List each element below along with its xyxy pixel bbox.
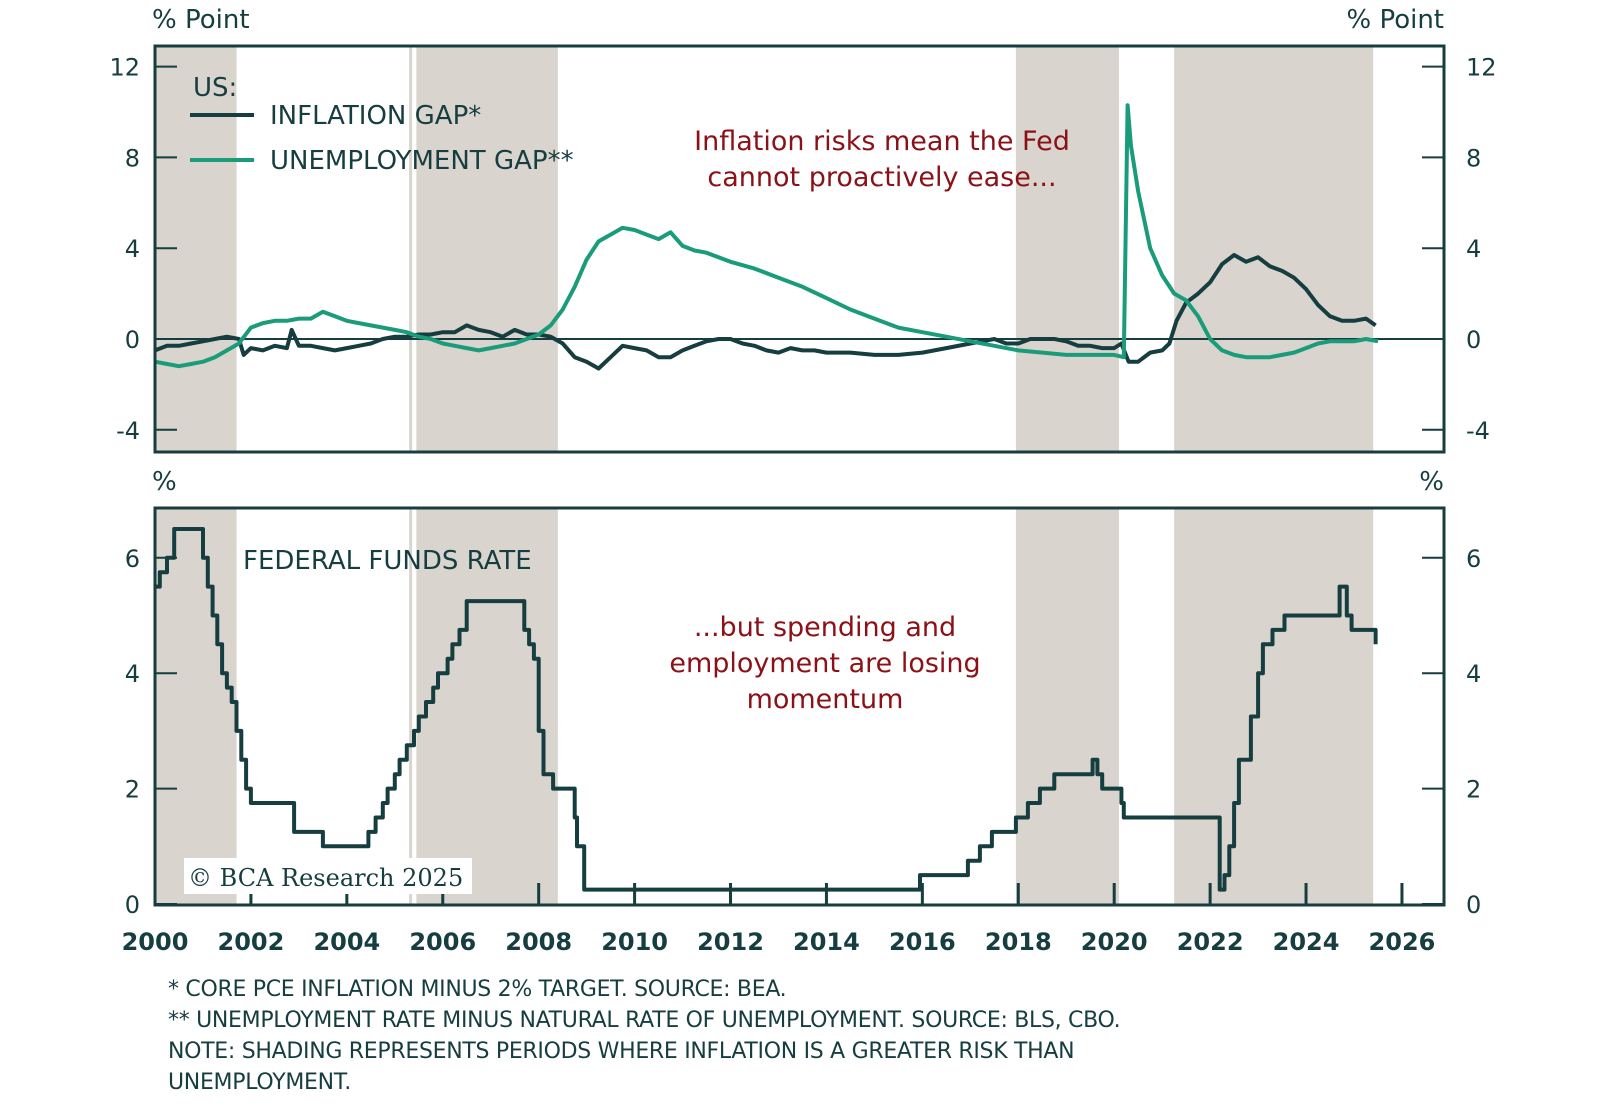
y-tick-label-right: 8 xyxy=(1466,144,1481,172)
y-tick-label-right: 4 xyxy=(1466,235,1481,263)
x-tick-label: 2010 xyxy=(601,928,668,956)
bottom-annotation-line-2: employment are losing xyxy=(669,648,980,679)
top-y-ticks: -4 -4 0 0 4 4 8 8 12 12 xyxy=(109,54,1496,445)
shading-band-3 xyxy=(1174,508,1374,905)
shading-band-0 xyxy=(155,508,237,905)
top-annotation-line-2: cannot proactively ease... xyxy=(707,162,1056,193)
y-tick-label-right: 0 xyxy=(1466,891,1481,919)
y-tick-label-left: 0 xyxy=(125,326,140,354)
bottom-plot-frame xyxy=(153,506,1446,907)
y-tick-label-left: 12 xyxy=(109,54,140,82)
y-tick-label-right: 4 xyxy=(1466,660,1481,688)
x-tick-label: 2026 xyxy=(1369,928,1436,956)
series-line-ffr xyxy=(155,527,1378,892)
bottom-shading-group xyxy=(155,508,1374,905)
x-tick-label: 2008 xyxy=(505,928,572,956)
footnote-shading-note: NOTE: SHADING REPRESENTS PERIODS WHERE I… xyxy=(168,1039,1075,1064)
top-panel: -4 -4 0 0 4 4 8 8 12 12 % Point % Point US: INFLA… xyxy=(109,5,1497,454)
x-tick-label: 2024 xyxy=(1273,928,1340,956)
legend-label-inflation: INFLATION GAP* xyxy=(270,101,481,131)
bottom-right-axis-unit: % xyxy=(1419,467,1444,497)
y-tick-label-left: 8 xyxy=(125,144,140,172)
x-tick-label: 2016 xyxy=(889,928,956,956)
y-tick-label-right: 2 xyxy=(1466,776,1481,804)
x-ticks: 2000 2002 2004 2006 2008 2010 2012 2014 2016 2018… xyxy=(122,883,1436,956)
bottom-series-group xyxy=(155,527,1378,892)
x-tick-label: 2018 xyxy=(985,928,1052,956)
top-annotation-line-1: Inflation risks mean the Fed xyxy=(694,126,1070,157)
copyright-text: © BCA Research 2025 xyxy=(188,864,463,892)
y-tick-label-left: 0 xyxy=(125,891,140,919)
bottom-panel: 0 0 2 2 4 4 6 6 2000 2002 2004 2006 2008 2010 2012 201… xyxy=(122,467,1482,956)
footnote-unemployment: ** UNEMPLOYMENT RATE MINUS NATURAL RATE … xyxy=(168,1008,1121,1033)
y-tick-label-left: 4 xyxy=(125,235,140,263)
x-tick-label: 2000 xyxy=(122,928,189,956)
shading-band-3 xyxy=(1174,46,1374,452)
footnote-inflation: * CORE PCE INFLATION MINUS 2% TARGET. SO… xyxy=(168,977,787,1002)
series-line-unemployment xyxy=(154,103,1379,369)
shading-band-1 xyxy=(416,508,558,905)
y-tick-label-right: 6 xyxy=(1466,545,1481,573)
y-tick-label-right: -4 xyxy=(1466,417,1490,445)
top-right-axis-unit: % Point xyxy=(1346,5,1444,35)
bottom-annotation-line-1: ...but spending and xyxy=(694,612,956,643)
x-tick-label: 2004 xyxy=(313,928,380,956)
y-tick-label-left: 2 xyxy=(125,776,140,804)
x-tick-label: 2002 xyxy=(218,928,285,956)
legend-title: US: xyxy=(193,73,237,103)
y-tick-label-left: 6 xyxy=(125,545,140,573)
series-line-inflation xyxy=(154,253,1377,371)
ffr-series-label: FEDERAL FUNDS RATE xyxy=(243,546,532,576)
bottom-annotation-line-3: momentum xyxy=(747,684,904,715)
x-tick-label: 2022 xyxy=(1177,928,1244,956)
bottom-left-axis-unit: % xyxy=(152,467,177,497)
y-tick-label-left: -4 xyxy=(116,417,140,445)
shading-band-1 xyxy=(416,46,558,452)
copyright-background xyxy=(184,858,472,894)
y-tick-label-left: 4 xyxy=(125,660,140,688)
top-series-group xyxy=(154,103,1379,371)
x-tick-label: 2012 xyxy=(697,928,764,956)
top-left-axis-unit: % Point xyxy=(152,5,250,35)
footnote-shading-note-cont: UNEMPLOYMENT. xyxy=(168,1070,351,1095)
x-tick-label: 2020 xyxy=(1081,928,1148,956)
x-tick-label: 2006 xyxy=(409,928,476,956)
y-tick-label-right: 12 xyxy=(1466,54,1497,82)
legend-label-unemployment: UNEMPLOYMENT GAP** xyxy=(270,146,574,176)
shading-band-2 xyxy=(1015,508,1119,905)
x-tick-label: 2014 xyxy=(793,928,860,956)
bottom-y-ticks: 0 0 2 2 4 4 6 6 xyxy=(125,545,1482,919)
y-tick-label-right: 0 xyxy=(1466,326,1481,354)
shading-band-2 xyxy=(1015,46,1119,452)
legend: US: INFLATION GAP* UNEMPLOYMENT GAP** xyxy=(190,73,574,176)
